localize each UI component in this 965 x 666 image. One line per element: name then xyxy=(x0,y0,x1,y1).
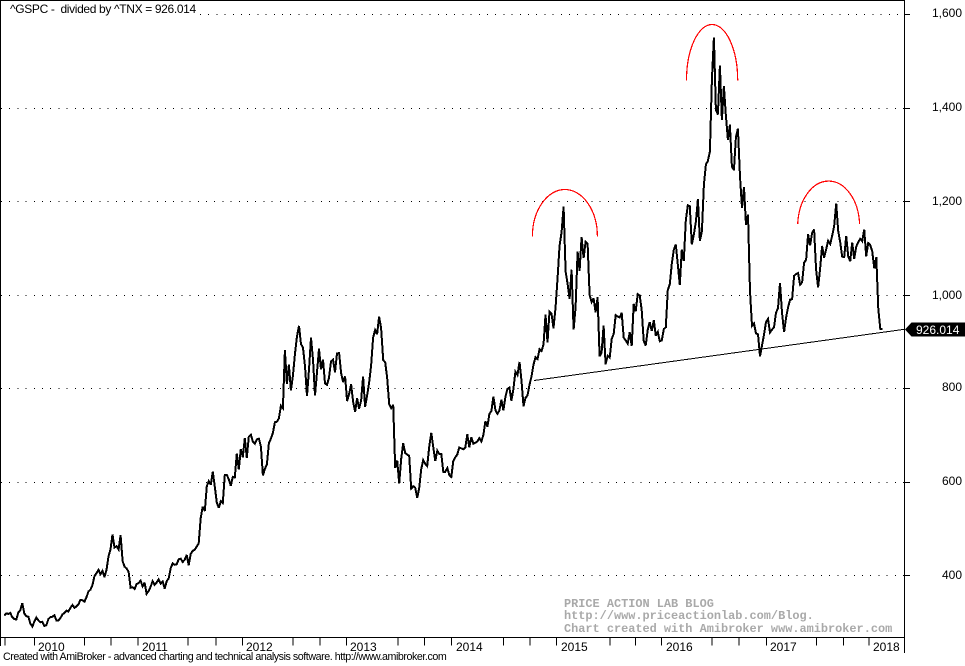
svg-text:926.014: 926.014 xyxy=(916,323,960,337)
